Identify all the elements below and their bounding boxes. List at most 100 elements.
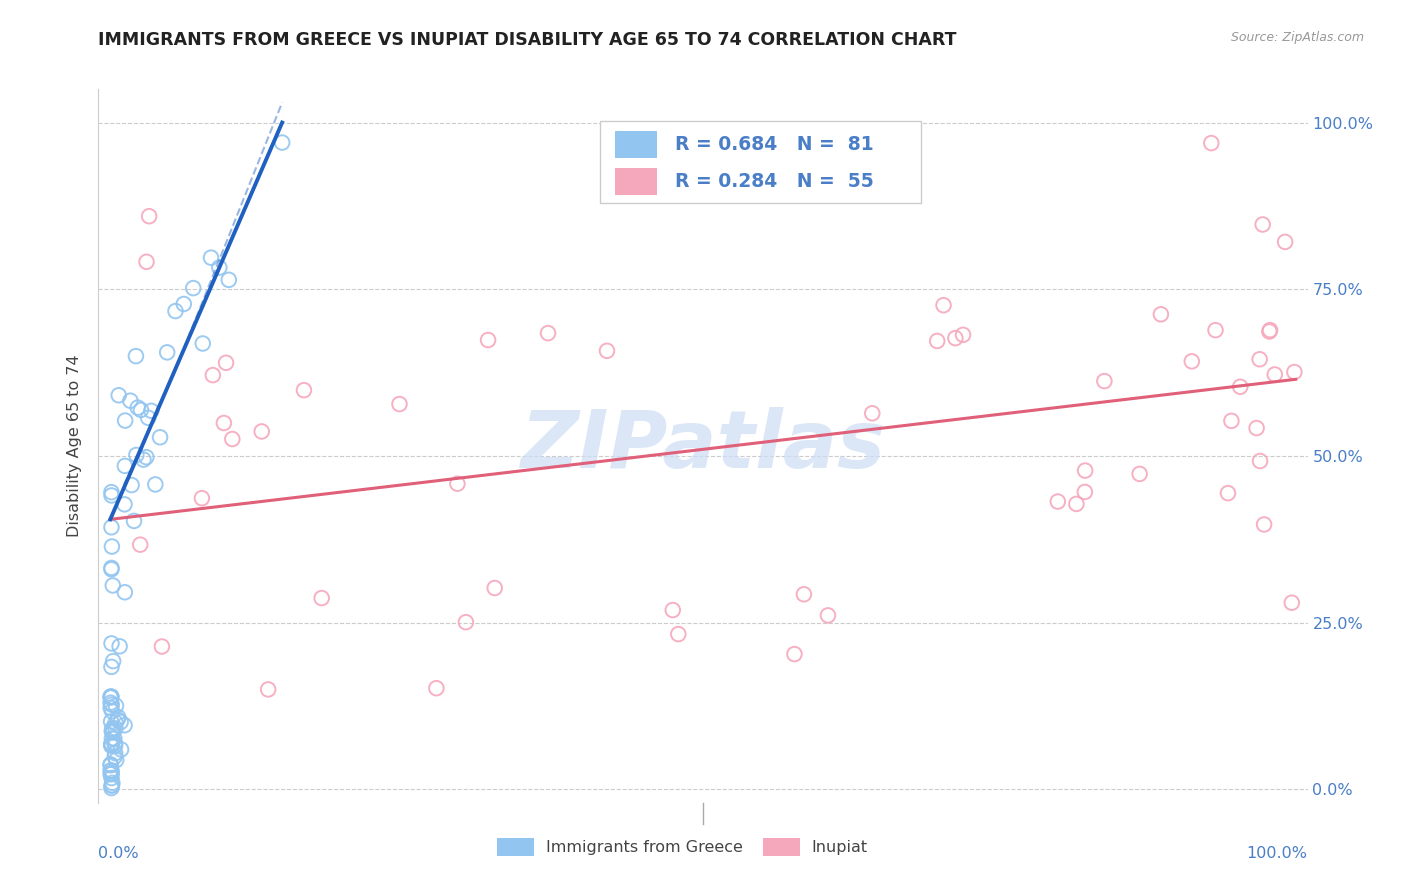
Point bbox=[100, 698, 122, 712]
Point bbox=[100, 488, 122, 502]
Point bbox=[292, 383, 315, 397]
Point bbox=[127, 401, 149, 415]
Point bbox=[1074, 464, 1097, 478]
Point bbox=[114, 413, 136, 427]
Point bbox=[1216, 486, 1239, 500]
Point bbox=[1074, 484, 1097, 499]
Point bbox=[110, 714, 132, 729]
Point bbox=[107, 388, 129, 402]
Point bbox=[100, 485, 122, 500]
FancyBboxPatch shape bbox=[614, 168, 657, 194]
Point bbox=[952, 327, 974, 342]
Text: Immigrants from Greece: Immigrants from Greece bbox=[546, 839, 742, 855]
Point bbox=[100, 700, 122, 714]
Point bbox=[114, 585, 136, 599]
Point bbox=[121, 478, 143, 492]
Point bbox=[271, 136, 294, 150]
Point bbox=[101, 704, 124, 718]
Point bbox=[107, 713, 129, 727]
Point bbox=[141, 404, 163, 418]
Point bbox=[101, 731, 124, 746]
Point bbox=[927, 334, 949, 348]
Point bbox=[100, 779, 122, 793]
Point bbox=[100, 766, 122, 780]
Point bbox=[100, 724, 122, 739]
Point bbox=[200, 251, 222, 265]
Point bbox=[100, 690, 122, 704]
Point bbox=[100, 660, 122, 674]
Point bbox=[101, 778, 124, 792]
Point bbox=[108, 640, 131, 654]
Point bbox=[101, 578, 124, 592]
Point bbox=[191, 336, 214, 351]
Point bbox=[208, 260, 231, 275]
Point bbox=[100, 696, 122, 710]
Point bbox=[101, 776, 124, 790]
Text: R = 0.684   N =  81: R = 0.684 N = 81 bbox=[675, 136, 873, 154]
Point bbox=[100, 757, 122, 772]
Point bbox=[125, 448, 148, 462]
Point bbox=[135, 450, 157, 465]
Text: ZIPatlas: ZIPatlas bbox=[520, 407, 886, 485]
Text: R = 0.284   N =  55: R = 0.284 N = 55 bbox=[675, 172, 875, 191]
Point bbox=[793, 587, 815, 601]
Text: IMMIGRANTS FROM GREECE VS INUPIAT DISABILITY AGE 65 TO 74 CORRELATION CHART: IMMIGRANTS FROM GREECE VS INUPIAT DISABI… bbox=[98, 31, 957, 49]
FancyBboxPatch shape bbox=[614, 131, 657, 159]
Point bbox=[100, 714, 122, 729]
Point bbox=[1253, 517, 1275, 532]
Point bbox=[945, 331, 967, 345]
Point bbox=[101, 724, 124, 739]
Point bbox=[181, 281, 204, 295]
Point bbox=[860, 406, 883, 420]
Point bbox=[100, 767, 122, 781]
Point bbox=[596, 343, 619, 358]
Text: 0.0%: 0.0% bbox=[98, 846, 139, 861]
Point bbox=[101, 722, 124, 736]
FancyBboxPatch shape bbox=[600, 121, 921, 203]
Point bbox=[425, 681, 447, 696]
Point bbox=[104, 749, 127, 764]
Point bbox=[165, 304, 187, 318]
Point bbox=[484, 581, 506, 595]
Point bbox=[143, 477, 166, 491]
Point bbox=[100, 738, 122, 752]
Point bbox=[1258, 323, 1281, 337]
Point bbox=[103, 731, 125, 746]
Point bbox=[104, 736, 127, 750]
Point bbox=[114, 458, 136, 473]
Text: 100.0%: 100.0% bbox=[1247, 846, 1308, 861]
Point bbox=[129, 403, 152, 417]
Point bbox=[100, 780, 122, 795]
Point bbox=[1284, 365, 1306, 379]
Point bbox=[104, 715, 127, 730]
Point bbox=[250, 425, 273, 439]
Point bbox=[1246, 421, 1268, 435]
Point bbox=[104, 698, 127, 713]
Point bbox=[1201, 136, 1223, 150]
Point bbox=[311, 591, 333, 605]
Point bbox=[257, 682, 280, 697]
Point bbox=[221, 432, 243, 446]
FancyBboxPatch shape bbox=[763, 838, 800, 856]
Point bbox=[932, 298, 955, 312]
Point bbox=[212, 416, 235, 430]
Point bbox=[218, 273, 240, 287]
Point bbox=[100, 690, 122, 704]
Point bbox=[1258, 325, 1281, 339]
Point bbox=[201, 368, 224, 383]
Point bbox=[100, 766, 122, 780]
Point bbox=[1181, 354, 1204, 368]
Point bbox=[1251, 218, 1274, 232]
Point bbox=[783, 647, 806, 661]
Point bbox=[100, 562, 122, 576]
Point bbox=[150, 640, 173, 654]
Point bbox=[1129, 467, 1152, 481]
Point bbox=[107, 710, 129, 724]
Point bbox=[537, 326, 560, 340]
Point bbox=[215, 356, 238, 370]
Point bbox=[100, 758, 122, 772]
Point bbox=[100, 561, 122, 575]
Point bbox=[1264, 368, 1286, 382]
Point bbox=[817, 608, 839, 623]
Point bbox=[110, 742, 132, 756]
